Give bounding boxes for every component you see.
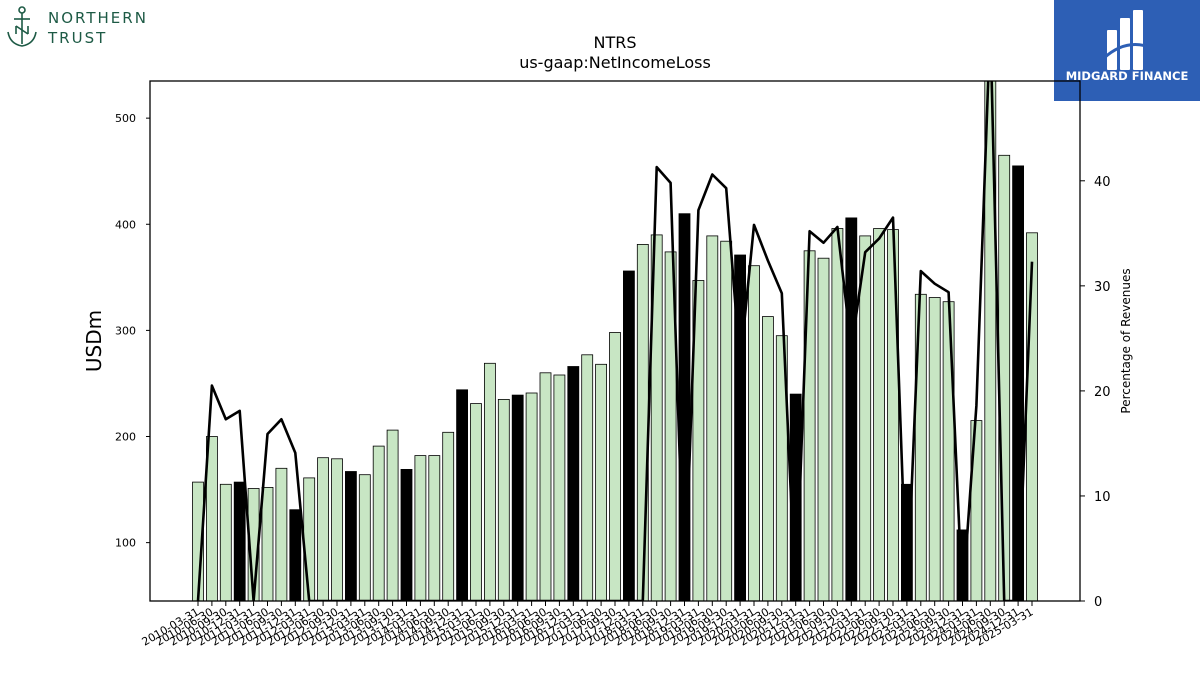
bar-2023-09-30 bbox=[942, 301, 955, 601]
bar-2016-03-31 bbox=[525, 392, 538, 601]
bar-2018-12-31 bbox=[678, 213, 691, 601]
y-tick-label: 500 bbox=[115, 112, 136, 125]
bar-2010-03-31 bbox=[192, 481, 204, 601]
bar-2010-09-30 bbox=[219, 483, 232, 601]
bar-2022-09-30 bbox=[887, 229, 899, 601]
bar-2022-06-30 bbox=[873, 228, 885, 601]
bar-2019-03-31 bbox=[692, 280, 705, 601]
bar-2021-09-30 bbox=[831, 228, 844, 601]
bar-2019-12-31 bbox=[734, 254, 746, 601]
bar-2024-06-30 bbox=[984, 81, 997, 601]
bar-2018-03-31 bbox=[636, 243, 649, 601]
bar-2023-12-31 bbox=[956, 529, 969, 601]
bar-2014-09-30 bbox=[442, 431, 455, 601]
bar-2021-06-30 bbox=[817, 257, 830, 601]
bar-2015-06-30 bbox=[483, 362, 496, 601]
bar-2024-09-30 bbox=[998, 154, 1011, 601]
brand-line2: TRUST bbox=[48, 29, 108, 47]
bar-2018-06-30 bbox=[650, 234, 663, 601]
bar-2017-09-30 bbox=[609, 332, 621, 601]
y-tick-label: 200 bbox=[115, 431, 136, 444]
percentage-of-revenues-line bbox=[196, 81, 1034, 601]
chart-subtitle: us-gaap:NetIncomeLoss bbox=[519, 53, 711, 72]
midgard-mark-icon bbox=[1102, 10, 1147, 70]
bar-2014-06-30 bbox=[428, 455, 441, 601]
bar-2013-06-30 bbox=[372, 445, 385, 601]
bar-2010-12-31 bbox=[233, 481, 246, 601]
bar-2012-06-30 bbox=[317, 457, 330, 601]
bar-2011-09-30 bbox=[275, 467, 288, 601]
brand-line1: NORTHERN bbox=[48, 9, 148, 27]
bar-2017-12-31 bbox=[623, 270, 635, 601]
bar-2016-12-31 bbox=[567, 366, 580, 601]
anchor-icon bbox=[7, 6, 37, 47]
y2-tick-label: 0 bbox=[1094, 595, 1102, 610]
bar-2013-09-30 bbox=[386, 429, 399, 601]
y2-tick-label: 40 bbox=[1094, 175, 1111, 190]
bar-2014-03-31 bbox=[414, 455, 427, 601]
y2-tick-label: 30 bbox=[1094, 280, 1111, 295]
bar-2020-09-30 bbox=[775, 335, 788, 601]
bar-2013-12-31 bbox=[400, 468, 413, 601]
y-tick-label: 300 bbox=[115, 324, 136, 337]
bar-2016-06-30 bbox=[539, 372, 552, 601]
y2-axis-label: Percentage of Revenues bbox=[1119, 268, 1133, 413]
bar-2010-06-30 bbox=[205, 436, 218, 601]
bar-2012-12-31 bbox=[344, 471, 357, 601]
bar-2011-06-30 bbox=[261, 486, 274, 601]
y-axis-label: USDm bbox=[82, 310, 106, 372]
bar-2012-09-30 bbox=[331, 458, 343, 601]
bar-2012-03-31 bbox=[303, 477, 316, 601]
bar-2021-12-31 bbox=[845, 217, 858, 601]
bar-2015-12-31 bbox=[511, 394, 524, 601]
bar-2022-03-31 bbox=[859, 235, 872, 601]
bar-2016-09-30 bbox=[553, 374, 566, 601]
midgard-brand-text: MIDGARD FINANCE bbox=[1065, 69, 1189, 83]
y2-tick-label: 10 bbox=[1094, 490, 1111, 505]
y2-tick-label: 20 bbox=[1094, 385, 1111, 400]
bar-2019-09-30 bbox=[720, 240, 733, 601]
y-tick-label: 400 bbox=[115, 218, 136, 231]
bar-2014-12-31 bbox=[456, 389, 469, 601]
bar-2015-03-31 bbox=[470, 403, 482, 601]
bar-2017-03-31 bbox=[581, 354, 594, 601]
bar-2015-09-30 bbox=[497, 398, 510, 601]
bar-2017-06-30 bbox=[595, 363, 607, 601]
y-tick-label: 100 bbox=[115, 537, 136, 550]
bar-2020-03-31 bbox=[748, 265, 760, 601]
northern-trust-logo: NORTHERN TRUST bbox=[4, 4, 164, 52]
bar-2019-06-30 bbox=[706, 235, 719, 601]
bar-2018-09-30 bbox=[664, 251, 677, 601]
bar-2011-12-31 bbox=[289, 509, 302, 601]
bar-2020-06-30 bbox=[762, 316, 774, 601]
chart-title: NTRS bbox=[593, 33, 636, 52]
bar-2023-06-30 bbox=[928, 297, 941, 601]
bar-2024-12-31 bbox=[1012, 165, 1024, 601]
bar-2013-03-31 bbox=[358, 474, 371, 601]
midgard-finance-logo: MIDGARD FINANCE bbox=[1054, 0, 1200, 101]
